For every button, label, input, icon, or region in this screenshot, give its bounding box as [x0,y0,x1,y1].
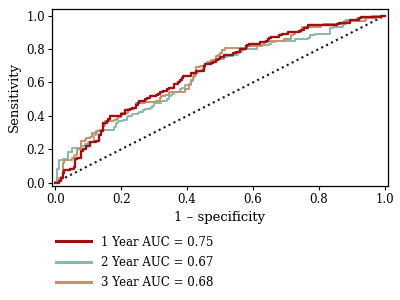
Legend: 1 Year AUC = 0.75, 2 Year AUC = 0.67, 3 Year AUC = 0.68: 1 Year AUC = 0.75, 2 Year AUC = 0.67, 3 … [51,231,218,293]
Y-axis label: Sensitivity: Sensitivity [8,62,21,133]
X-axis label: 1 – specificity: 1 – specificity [174,212,266,224]
